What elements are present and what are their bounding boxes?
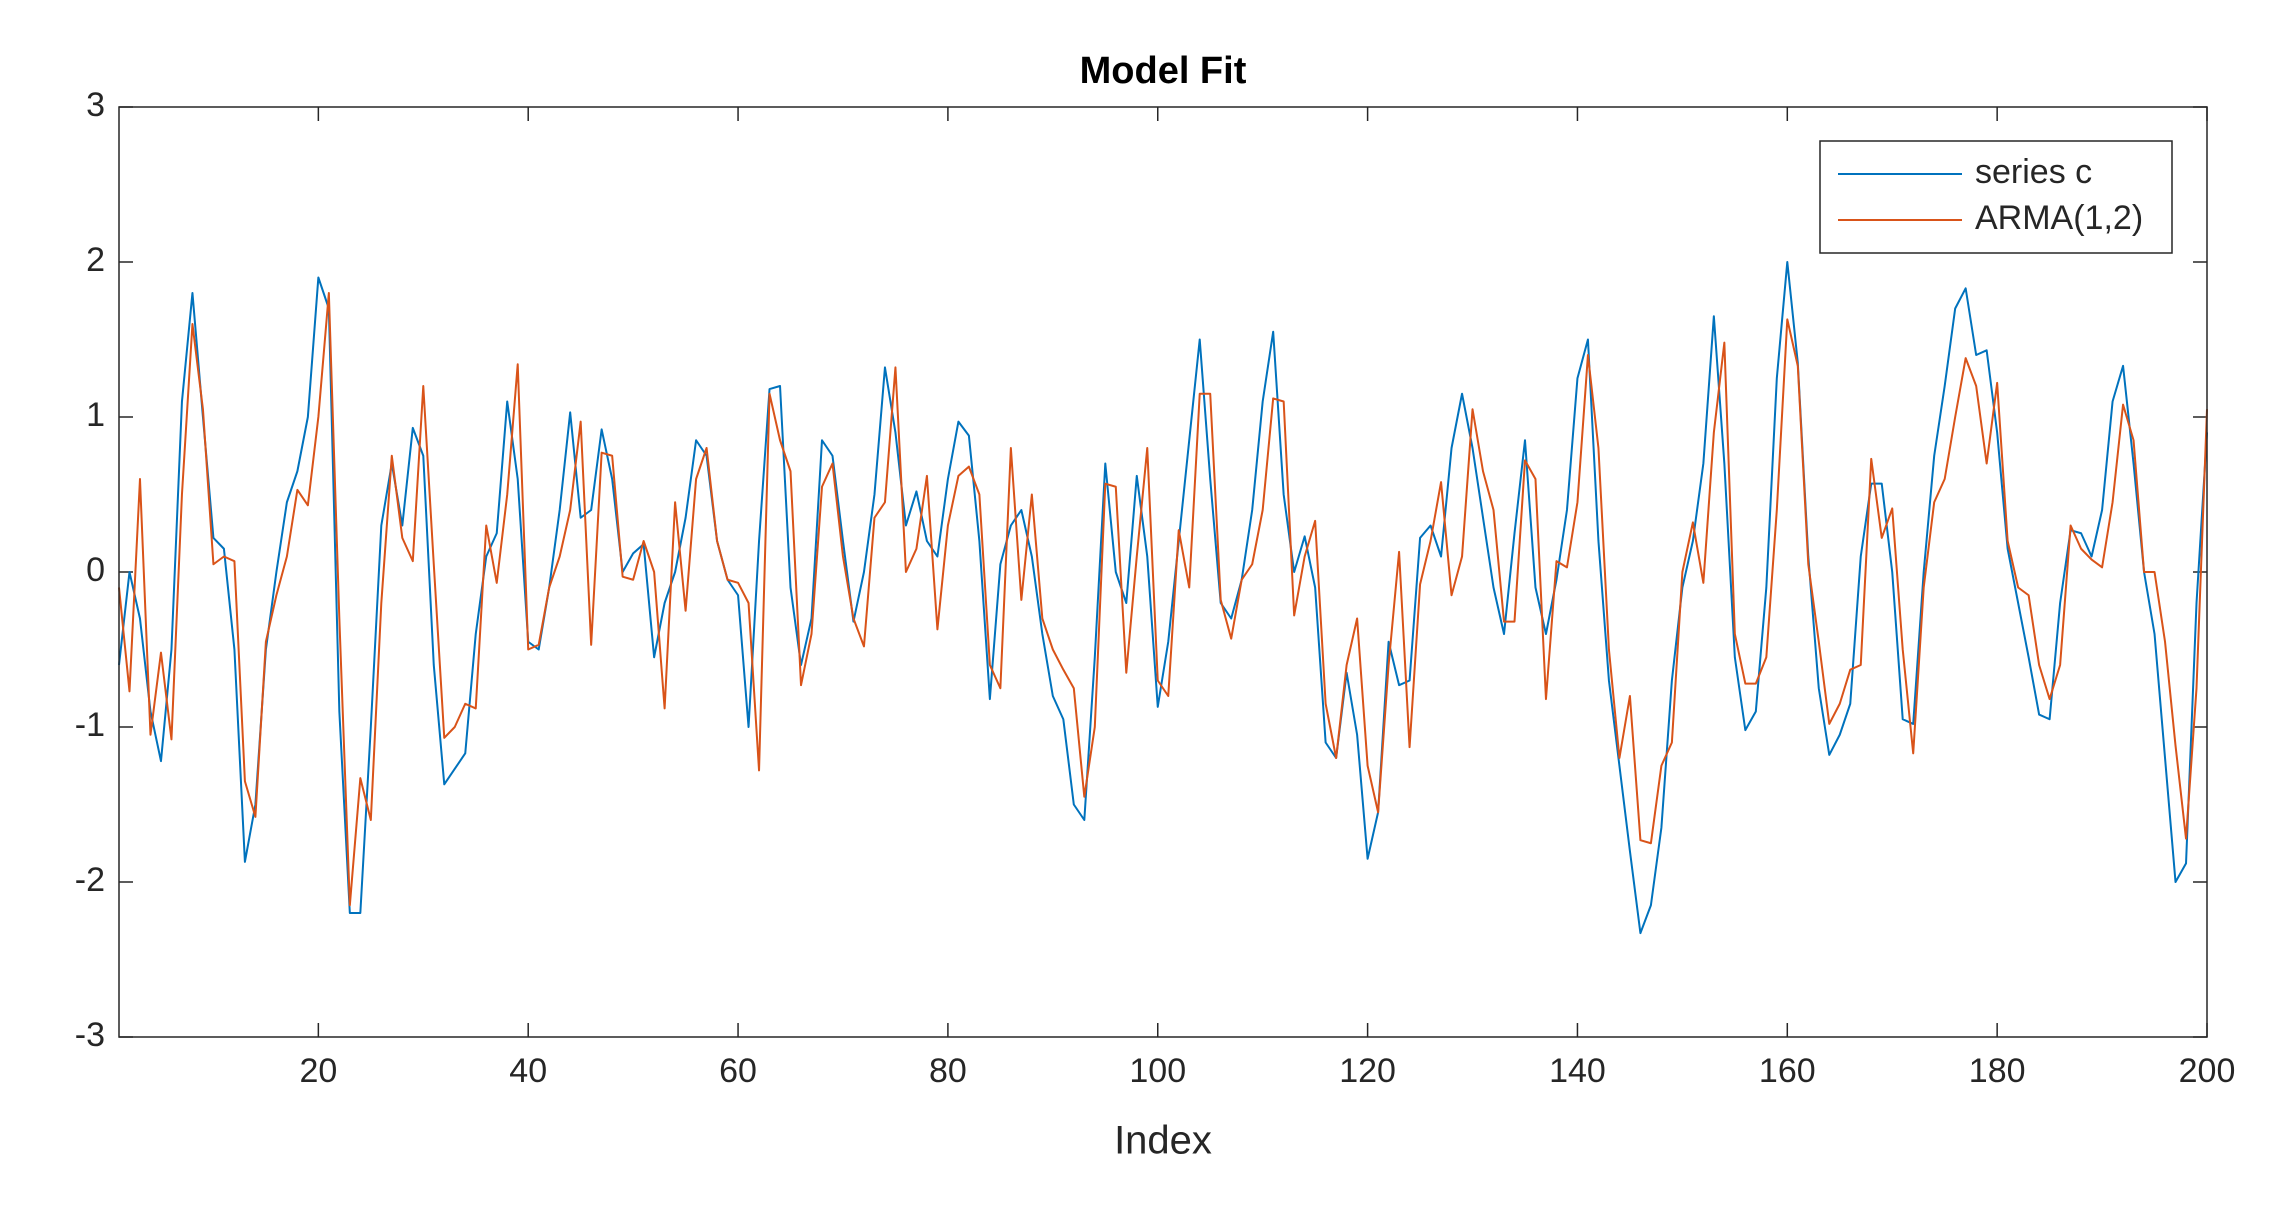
x-tick-label: 60 [719,1052,757,1090]
x-tick-label: 100 [1129,1052,1186,1090]
legend-box [1819,140,2173,254]
y-tick-label: -3 [75,1016,105,1054]
legend-label: ARMA(1,2) [1975,199,2143,237]
y-tick-label: -1 [75,706,105,744]
y-tick-label: 3 [86,86,105,124]
series-line [118,292,2208,907]
series-line [118,261,2208,935]
plot-frame [118,106,2208,1038]
x-tick-label: 20 [299,1052,337,1090]
y-tick-label: 1 [86,396,105,434]
x-tick-label: 200 [2179,1052,2236,1090]
y-tick-label: 0 [86,551,105,589]
x-axis-label: Index [1114,1119,1212,1163]
y-tick-label: -2 [75,861,105,899]
x-tick-label: 120 [1339,1052,1396,1090]
x-tick-label: 140 [1549,1052,1606,1090]
x-tick-label: 40 [509,1052,547,1090]
x-tick-label: 80 [929,1052,967,1090]
x-tick-label: 160 [1759,1052,1816,1090]
legend-label: series c [1975,153,2092,191]
chart-title: Model Fit [1080,50,1247,92]
y-tick-label: 2 [86,241,105,279]
x-tick-label: 180 [1969,1052,2026,1090]
